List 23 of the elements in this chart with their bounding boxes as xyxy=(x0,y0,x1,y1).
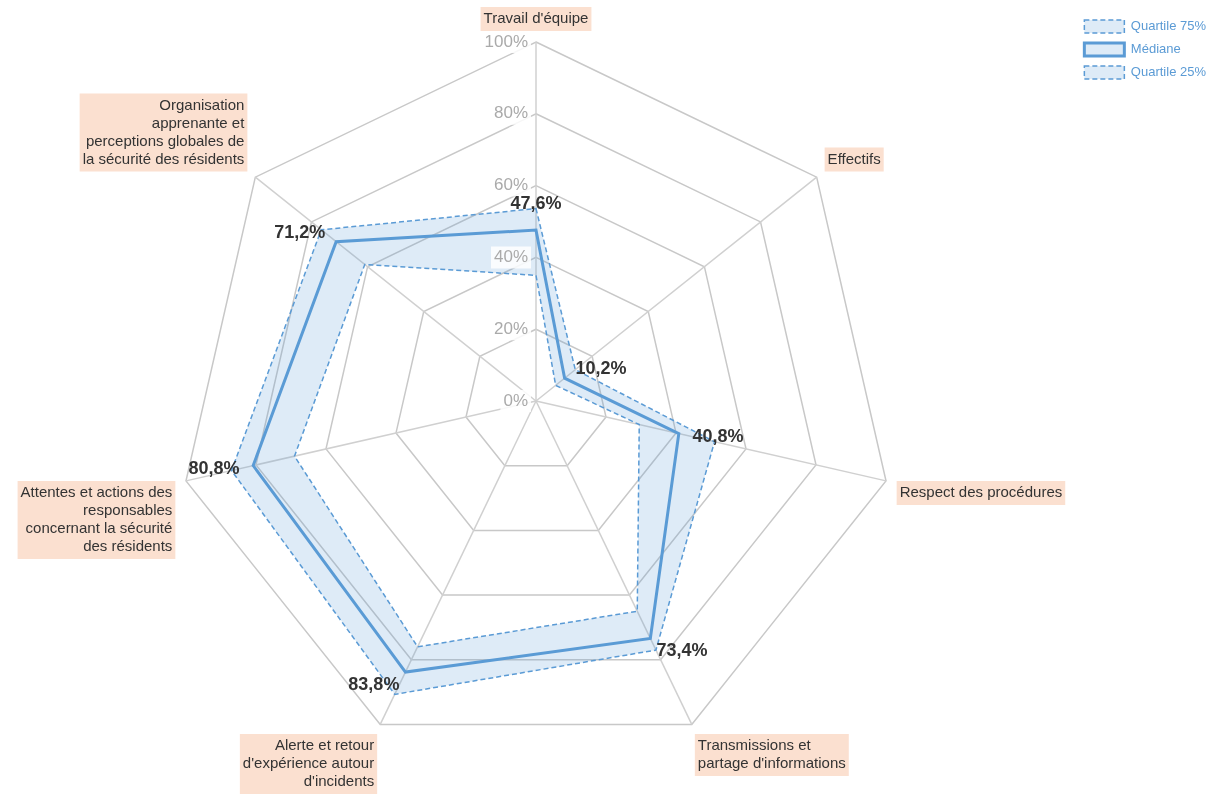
y-tick-label: 80% xyxy=(493,103,528,123)
spoke-label: Effectifs xyxy=(827,149,881,167)
data-label: 83,8% xyxy=(348,673,400,694)
y-tick-label: 100% xyxy=(484,31,528,51)
spoke-label: Travail d'équipe xyxy=(483,9,589,27)
legend-label: Quartile 75% xyxy=(1130,18,1207,34)
y-tick-label: 20% xyxy=(493,318,528,338)
data-label: 80,8% xyxy=(188,457,240,478)
spoke-label: Transmissions et partage d'informations xyxy=(697,736,846,772)
data-label: 10,2% xyxy=(575,358,627,379)
spoke-label: Respect des procédures xyxy=(899,483,1063,501)
y-tick-label: 0% xyxy=(503,390,528,410)
data-label: 47,6% xyxy=(510,193,562,214)
spoke-label: Alerte et retour d'expérience autour d'incidents xyxy=(242,736,375,790)
data-label: 40,8% xyxy=(692,425,744,446)
y-tick-label: 60% xyxy=(493,175,528,195)
legend-label: Quartile 25% xyxy=(1130,64,1207,80)
data-label: 71,2% xyxy=(274,221,326,242)
legend-label: Médiane xyxy=(1130,41,1181,57)
spoke-label: Organisation apprenante et perceptions globales de la sécurité des résidents xyxy=(82,95,246,167)
y-tick-label: 40% xyxy=(493,247,528,267)
spoke-label: Attentes et actions des responsables concernant la sécurité des résidents xyxy=(20,483,173,555)
data-label: 73,4% xyxy=(656,639,708,660)
